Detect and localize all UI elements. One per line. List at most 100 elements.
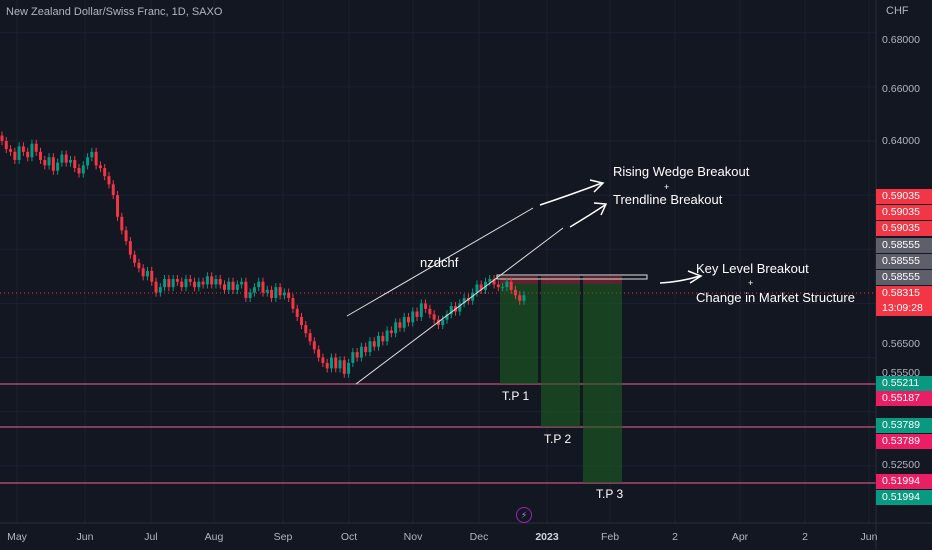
tp1-label[interactable]: T.P 1 [502,389,530,403]
price-label: 0.59035 [876,205,932,220]
candle-body [94,151,98,166]
price-label: 0.58315 [876,286,932,301]
candle-body [163,279,167,288]
candle-body [518,295,522,301]
y-tick: 0.66000 [882,83,920,95]
candle-body [334,357,338,369]
candle-body [171,279,175,288]
x-tick: 2 [672,531,678,543]
candle-body [329,357,333,369]
candle-body [56,162,60,171]
x-tick: May [7,531,27,543]
y-tick: 0.68000 [882,34,920,46]
candle-body [141,268,145,277]
countdown-label: 13:09:28 [876,301,932,316]
key-level-arrow[interactable] [659,270,703,284]
candle-body [505,281,509,288]
market-structure-annotation[interactable]: Change in Market Structure [696,290,855,305]
key-level-annotation[interactable]: Key Level Breakout [696,261,809,276]
candle-body [116,195,120,217]
candle-body [458,303,462,312]
candle-body [98,165,102,169]
candle-body [17,146,21,160]
trendline-arrow[interactable] [569,202,608,228]
candle-body [235,284,239,290]
wedge-lower-line[interactable] [355,227,564,385]
key-level-box[interactable] [496,274,648,280]
candle-body [68,159,72,163]
lightning-icon[interactable]: ⚡ [516,507,532,523]
candle-body [103,168,107,177]
candle-body [120,216,124,231]
currency-label: CHF [886,5,909,17]
candle-body [124,230,128,242]
candle-body [73,159,77,169]
candle-body [274,287,278,298]
wedge-arrow[interactable] [539,179,605,206]
candle-body [150,270,154,282]
candle-body [47,157,51,166]
y-tick: 0.56500 [882,338,920,350]
rising-wedge-annotation[interactable]: Rising Wedge Breakout [613,164,750,179]
short-position-tp3[interactable] [583,276,622,483]
candle-body [26,151,30,158]
candle-body [257,281,261,288]
candle-body [180,281,184,288]
tp2-label[interactable]: T.P 2 [544,432,572,446]
price-label: 0.58555 [876,238,932,253]
candle-body [509,281,513,290]
x-tick: Sep [273,531,293,543]
candle-body [291,297,295,309]
x-tick: Feb [600,531,620,543]
candle-body [175,279,179,282]
candle-body [282,292,286,296]
price-label: 0.58555 [876,254,932,269]
candle-body [355,352,359,358]
candle-body [295,308,299,317]
candle-body [364,346,368,353]
candle-body [184,279,188,288]
candle-body [86,157,90,166]
candle-body [488,279,492,282]
x-tick: Nov [403,531,423,543]
candle-body [248,292,252,298]
short-position-tp2[interactable] [541,276,580,427]
candle-body [231,281,235,290]
candle-body [342,360,346,374]
candle-body [244,281,248,298]
candle-body [270,289,274,298]
price-label: 0.51994 [876,474,932,489]
candle-body [43,159,47,166]
x-tick: Dec [469,531,489,543]
symbol-annotation[interactable]: nzdchf [420,255,459,270]
candle-body [21,146,25,152]
price-label: 0.59035 [876,189,932,204]
candles [0,131,526,378]
candle-body [317,349,321,358]
candle-body [128,241,132,255]
candle-body [351,352,355,363]
tp3-label[interactable]: T.P 3 [596,487,624,501]
price-label: 0.53789 [876,434,932,449]
candle-body [496,284,500,288]
x-tick: Aug [204,531,224,543]
plus-sign: + [664,182,670,192]
candle-body [347,362,351,374]
price-label: 0.55211 [876,376,932,391]
candle-body [60,154,64,163]
wedge-upper-line[interactable] [346,207,534,317]
candle-body [406,316,410,323]
candle-body [492,279,496,285]
candle-body [278,287,282,296]
candle-body [300,316,304,326]
short-position-tp1[interactable] [500,276,538,384]
candle-body [77,168,81,174]
trendline-annotation[interactable]: Trendline Breakout [613,192,723,207]
x-tick: 2 [802,531,808,543]
candle-body [13,151,17,160]
candle-body [368,341,372,353]
x-tick: Apr [731,531,749,543]
x-tick: Jun [76,531,94,543]
candle-body [308,333,312,342]
